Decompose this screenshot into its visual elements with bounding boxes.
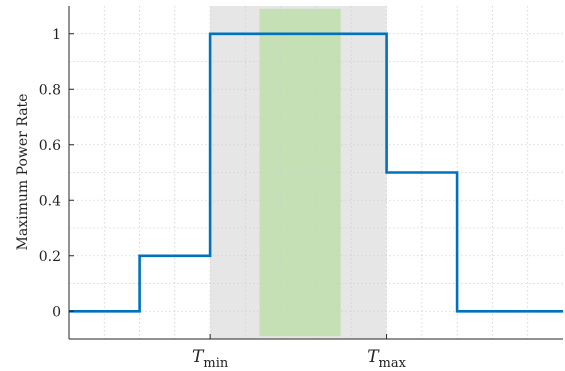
y-tick-label: 0 xyxy=(52,304,61,320)
y-tick-labels: 0 0.2 0.4 0.6 0.8 1 xyxy=(39,27,61,321)
x-tick-label: Tmin xyxy=(192,347,229,371)
y-tick-label: 0.6 xyxy=(39,138,61,154)
shaded-region-2 xyxy=(259,8,341,337)
y-tick-label: 0.8 xyxy=(39,82,61,98)
y-axis-label: Maximum Power Rate xyxy=(15,94,31,251)
axes xyxy=(68,6,563,340)
y-tick-label: 0.2 xyxy=(39,249,61,265)
y-tick-label: 0.4 xyxy=(39,193,61,209)
series-line-1 xyxy=(69,32,563,313)
y-tick-label: 1 xyxy=(52,27,61,43)
x-tick-label: Tmax xyxy=(367,347,406,371)
series-layer xyxy=(69,32,563,313)
x-tick-labels: Tmin Tmax xyxy=(192,347,407,371)
